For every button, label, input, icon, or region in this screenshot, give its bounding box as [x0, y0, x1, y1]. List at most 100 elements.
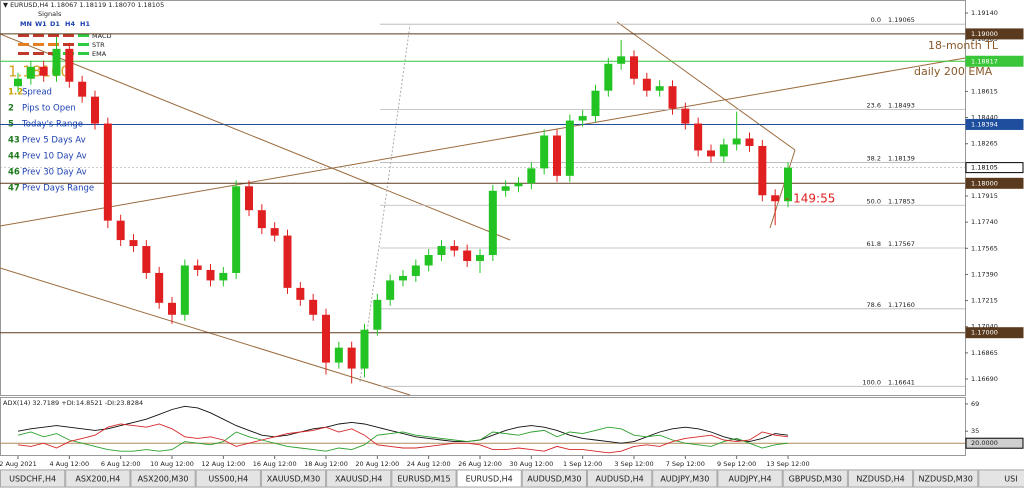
adx-line: [17, 405, 789, 444]
candle-body: [399, 275, 407, 281]
info-value: 44: [8, 152, 20, 162]
trendline: [616, 21, 796, 151]
candle-body: [309, 299, 318, 315]
y-tick-label: 35: [971, 427, 979, 435]
candle-body: [168, 302, 176, 315]
y-tick-label: 1.18440: [971, 114, 998, 122]
candle-body: [617, 56, 626, 64]
tab-label[interactable]: EURUSD,H4: [466, 475, 513, 484]
price-tag-label: 1.18105: [971, 164, 998, 172]
candle-body: [732, 138, 741, 145]
tab[interactable]: [847, 469, 914, 488]
candle-body: [193, 265, 202, 270]
tab[interactable]: [587, 469, 653, 488]
info-value: 46: [8, 168, 20, 178]
tab[interactable]: [65, 469, 131, 488]
candle-body: [553, 135, 561, 176]
price-tag-label: 1.19000: [971, 30, 998, 38]
tab[interactable]: [652, 469, 718, 488]
tab-label[interactable]: ASX200,H4: [75, 475, 120, 484]
candle-body: [655, 86, 664, 91]
candle-body: [527, 168, 536, 184]
candle-body: [758, 145, 767, 196]
info-label: Prev 5 Days Av: [22, 136, 86, 146]
tab-label[interactable]: US500,H4: [208, 475, 248, 484]
candle-body: [450, 246, 459, 251]
candle-body: [745, 138, 754, 146]
candle-body: [129, 240, 138, 247]
tab[interactable]: [260, 469, 327, 488]
tab-label[interactable]: XAUUSD,M30: [267, 475, 321, 484]
info-value: 43: [8, 136, 20, 146]
tab-label[interactable]: USI: [1004, 475, 1017, 484]
candle-body: [591, 90, 600, 117]
indicator-label: MACD: [92, 32, 111, 40]
tab-label[interactable]: XAUUSD,H4: [335, 475, 383, 484]
tab[interactable]: [130, 469, 196, 488]
candle-body: [386, 280, 395, 300]
fib-price: 1.17567: [888, 240, 915, 248]
tab-label[interactable]: AUDUSD,M30: [527, 475, 581, 484]
info-label: Prev Days Range: [22, 184, 94, 194]
tab[interactable]: [913, 469, 979, 488]
y-tick-label: 1.18265: [971, 140, 998, 148]
tab-label[interactable]: AUDJPY,M30: [660, 475, 709, 484]
price-pane-border: [0, 0, 966, 396]
timeframes: MN W1 D1 H4 H1: [20, 20, 90, 28]
fib-level: 61.8: [867, 240, 881, 248]
timeframe-label: H1: [80, 20, 90, 28]
tab-label[interactable]: GBPUSD,M30: [789, 475, 842, 484]
timeframe-label: W1: [35, 20, 47, 28]
candle-body: [206, 269, 215, 281]
candle-body: [347, 347, 356, 369]
price-tag: [965, 28, 1024, 40]
candle-body: [116, 220, 125, 241]
tab-label[interactable]: NZDUSD,H4: [856, 475, 904, 484]
adx-title: ADX(14) 32.7189 +DI:14.8521 -DI:23.8284: [3, 399, 143, 407]
tab-label[interactable]: USDCHF,H4: [9, 475, 56, 484]
candle-body: [78, 81, 87, 97]
adx-pane-border: [0, 397, 966, 456]
trendline: [0, 57, 966, 227]
tab[interactable]: [456, 469, 522, 488]
candle-body: [501, 186, 510, 191]
candle-body: [514, 183, 523, 187]
trendline: [0, 267, 411, 396]
tab-label[interactable]: NZDUSD,M30: [919, 475, 973, 484]
tab-label[interactable]: EURUSD,M15: [397, 475, 450, 484]
y-tick-label: 1.17915: [971, 192, 998, 200]
tab[interactable]: [0, 469, 66, 488]
tab[interactable]: [782, 469, 848, 488]
timeframe-label: MN: [20, 20, 32, 28]
price-tag: [965, 327, 1024, 339]
tab[interactable]: [521, 469, 588, 488]
tab-label[interactable]: ASX200,M30: [138, 475, 189, 484]
tab[interactable]: [978, 469, 1024, 488]
y-tick-label: 1.18615: [971, 87, 998, 95]
candle-body: [719, 144, 728, 157]
tab-label[interactable]: AUDUSD,H4: [596, 475, 644, 484]
candle-body: [694, 123, 703, 151]
tab[interactable]: [326, 469, 392, 488]
tab[interactable]: [391, 469, 457, 488]
fib-level: 23.6: [867, 102, 881, 110]
candle-body: [604, 63, 613, 91]
x-tick-label: 24 Aug 12:00: [407, 460, 451, 468]
x-tick-label: 10 Aug 12:00: [150, 460, 194, 468]
x-tick-label: 16 Aug 12:00: [253, 460, 297, 468]
candle-body: [578, 116, 587, 121]
info-label: Prev 30 Day Av: [22, 168, 87, 178]
candle-body: [424, 255, 433, 266]
candle-body: [411, 265, 420, 276]
tab-label[interactable]: AUDJPY,H4: [729, 475, 772, 484]
level-tag: [965, 437, 1024, 449]
price-tag: [965, 118, 1024, 130]
tab[interactable]: [717, 469, 783, 488]
candle-body: [219, 272, 228, 281]
annotation: 18-month TL: [928, 39, 999, 52]
x-tick-label: 2 Aug 2021: [0, 460, 37, 468]
x-tick-label: 13 Sep 12:00: [766, 460, 809, 468]
y-tick-label: 1.17565: [971, 244, 998, 252]
tab[interactable]: [195, 469, 261, 488]
